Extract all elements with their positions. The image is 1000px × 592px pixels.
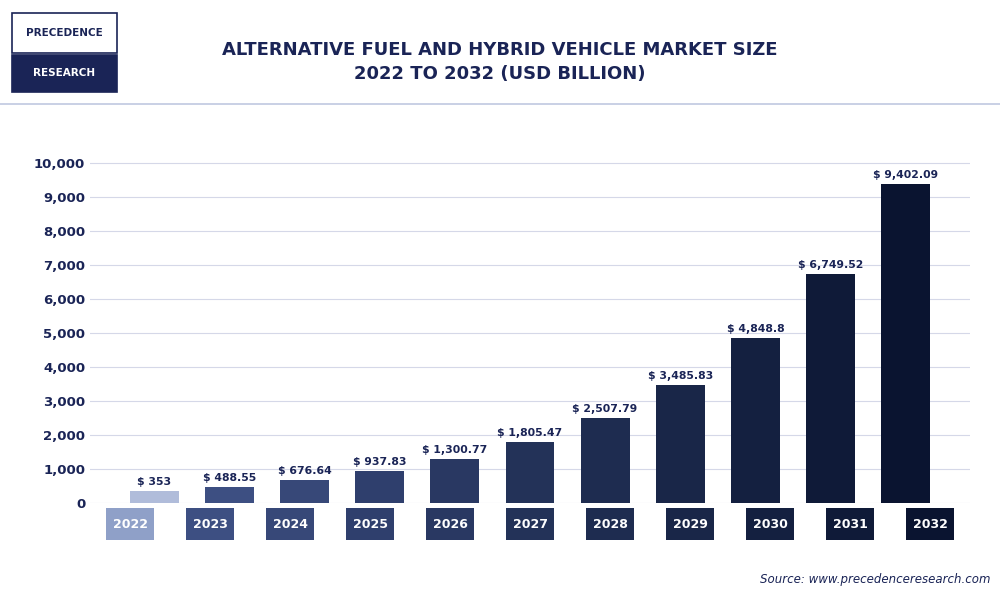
Bar bbox=[581, 418, 630, 503]
Text: ALTERNATIVE FUEL AND HYBRID VEHICLE MARKET SIZE
2022 TO 2032 (USD BILLION): ALTERNATIVE FUEL AND HYBRID VEHICLE MARK… bbox=[222, 41, 778, 83]
Text: 2029: 2029 bbox=[673, 518, 707, 530]
Text: 2026: 2026 bbox=[433, 518, 467, 530]
Text: $ 353: $ 353 bbox=[137, 477, 171, 487]
Bar bbox=[806, 274, 855, 503]
Bar bbox=[280, 480, 329, 503]
Bar bbox=[130, 491, 179, 503]
Text: 2025: 2025 bbox=[352, 518, 388, 530]
Text: 2030: 2030 bbox=[753, 518, 787, 530]
Text: $ 676.64: $ 676.64 bbox=[278, 466, 332, 476]
Text: 2028: 2028 bbox=[593, 518, 627, 530]
Bar bbox=[881, 184, 930, 503]
Text: $ 3,485.83: $ 3,485.83 bbox=[648, 371, 713, 381]
Text: $ 6,749.52: $ 6,749.52 bbox=[798, 260, 863, 270]
Text: $ 937.83: $ 937.83 bbox=[353, 457, 407, 467]
Text: 2027: 2027 bbox=[512, 518, 548, 530]
Bar bbox=[656, 385, 705, 503]
Text: 2031: 2031 bbox=[833, 518, 867, 530]
Text: 2024: 2024 bbox=[273, 518, 308, 530]
Text: $ 2,507.79: $ 2,507.79 bbox=[572, 404, 638, 414]
Text: Source: www.precedenceresearch.com: Source: www.precedenceresearch.com bbox=[760, 573, 990, 586]
Bar bbox=[355, 471, 404, 503]
Text: $ 4,848.8: $ 4,848.8 bbox=[727, 324, 784, 334]
Bar bbox=[506, 442, 554, 503]
Text: PRECEDENCE: PRECEDENCE bbox=[26, 28, 103, 38]
Bar bbox=[430, 459, 479, 503]
Text: $ 1,805.47: $ 1,805.47 bbox=[497, 428, 563, 437]
Text: 2032: 2032 bbox=[913, 518, 947, 530]
Text: RESEARCH: RESEARCH bbox=[33, 69, 96, 78]
Text: 2022: 2022 bbox=[112, 518, 148, 530]
Text: $ 1,300.77: $ 1,300.77 bbox=[422, 445, 488, 455]
Text: $ 9,402.09: $ 9,402.09 bbox=[873, 169, 938, 179]
Bar bbox=[731, 339, 780, 503]
Bar bbox=[205, 487, 254, 503]
Text: $ 488.55: $ 488.55 bbox=[203, 472, 256, 482]
Text: 2023: 2023 bbox=[193, 518, 227, 530]
